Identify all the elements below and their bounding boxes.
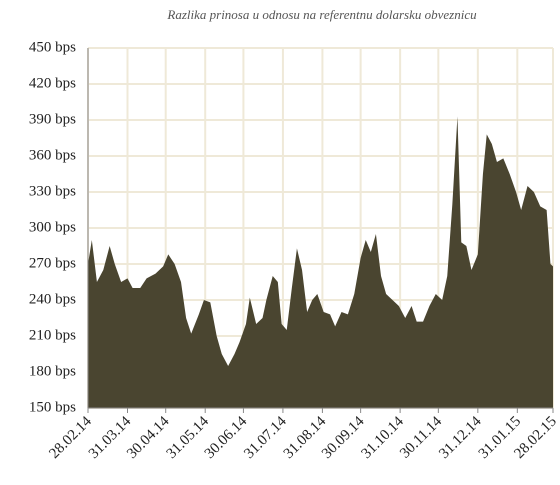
y-tick-label: 150 bps	[29, 399, 76, 415]
x-tick-label: 30.11.14	[397, 413, 445, 461]
y-tick-label: 450 bps	[29, 39, 76, 55]
y-tick-label: 270 bps	[29, 255, 76, 271]
y-tick-label: 300 bps	[29, 219, 76, 235]
area	[88, 116, 553, 409]
x-tick-label: 31.10.14	[359, 413, 408, 462]
y-tick-label: 360 bps	[29, 147, 76, 163]
x-tick-label: 30.09.14	[319, 413, 368, 462]
y-tick-label: 330 bps	[29, 183, 76, 199]
chart-title: Razlika prinosa u odnosu na referentnu d…	[166, 7, 477, 22]
y-tick-label: 240 bps	[29, 291, 76, 307]
x-tick-label: 31.12.14	[436, 413, 485, 462]
y-tick-label: 180 bps	[29, 363, 76, 379]
x-tick-label: 30.06.14	[202, 413, 251, 462]
y-tick-label: 210 bps	[29, 327, 76, 343]
x-tick-label: 31.07.14	[241, 413, 290, 462]
x-tick-label: 30.04.14	[124, 413, 173, 462]
x-tick-label: 28.02.14	[46, 413, 95, 462]
y-tick-label: 420 bps	[29, 75, 76, 91]
y-tick-label: 390 bps	[29, 111, 76, 127]
